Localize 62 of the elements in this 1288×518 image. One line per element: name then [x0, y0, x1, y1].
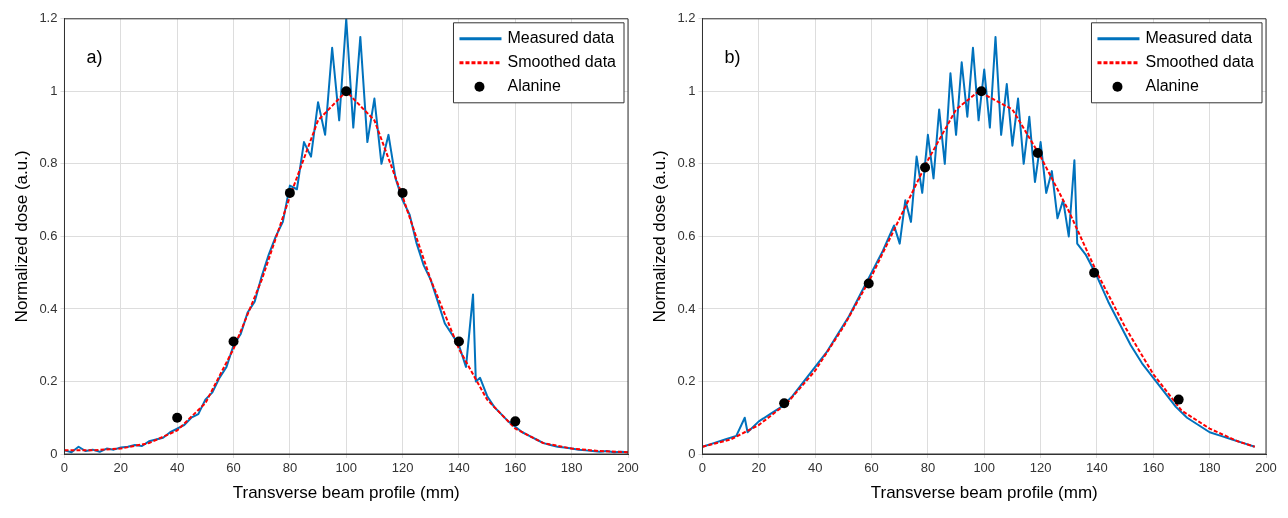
x-tick-label: 180 [1198, 460, 1221, 476]
point [1089, 267, 1100, 278]
x-tick-label: 160 [1142, 460, 1165, 476]
y-tick-label: 0 [688, 445, 696, 461]
legend-label: Smoothed data [507, 53, 617, 71]
x-tick-label: 0 [60, 460, 69, 476]
y-tick-label: 0.2 [39, 373, 58, 389]
annotation: b) [724, 46, 741, 67]
x-tick-label: 100 [973, 460, 996, 476]
x-tick-label: 140 [1086, 460, 1108, 476]
y-tick-label: 0.4 [39, 300, 58, 316]
y-tick-label: 0.8 [677, 155, 696, 171]
y-tick-label: 0.6 [677, 227, 696, 243]
y-tick-label: 0.4 [677, 300, 696, 316]
x-tick-label: 0 [698, 460, 707, 476]
x-tick-label: 200 [617, 460, 639, 476]
point [1032, 147, 1043, 158]
x-tick-label: 20 [751, 460, 767, 476]
x-tick-label: 160 [504, 460, 527, 476]
x-tick-label: 180 [560, 460, 583, 476]
x-tick-label: 120 [391, 460, 414, 476]
y-tick-label: 0.8 [39, 155, 58, 171]
y-axis-title: Normalized dose (a.u.) [11, 150, 31, 323]
y-tick-label: 1.2 [39, 10, 58, 26]
x-axis-title: Transverse beam profile (mm) [232, 483, 460, 503]
y-tick-label: 0 [50, 445, 58, 461]
x-tick-label: 80 [282, 460, 298, 476]
x-tick-label: 20 [113, 460, 129, 476]
legend-label: Alanine [1145, 77, 1199, 95]
x-tick-label: 100 [335, 460, 358, 476]
legend-label: Measured data [507, 29, 615, 47]
point [976, 86, 987, 97]
y-tick-label: 0.6 [39, 227, 58, 243]
point [341, 86, 352, 97]
legend-label: Measured data [1145, 29, 1253, 47]
x-tick-label: 60 [226, 460, 241, 476]
y-tick-label: 1 [50, 82, 58, 98]
point [1173, 394, 1184, 405]
point [284, 187, 295, 198]
x-tick-label: 40 [169, 460, 185, 476]
point [228, 336, 239, 347]
x-tick-label: 120 [1029, 460, 1052, 476]
point [397, 187, 408, 198]
y-tick-label: 1 [688, 82, 696, 98]
x-tick-label: 140 [448, 460, 470, 476]
point [510, 416, 521, 427]
legend-label: Smoothed data [1145, 53, 1255, 71]
point [172, 412, 183, 423]
x-tick-label: 80 [920, 460, 936, 476]
legend-label: Alanine [507, 77, 561, 95]
y-tick-label: 1.2 [677, 10, 696, 26]
x-tick-label: 40 [807, 460, 823, 476]
point [453, 336, 464, 347]
point [779, 398, 790, 409]
y-axis-title: Normalized dose (a.u.) [649, 150, 669, 323]
y-tick-label: 0.2 [677, 373, 696, 389]
x-axis-title: Transverse beam profile (mm) [870, 483, 1098, 503]
x-tick-label: 60 [864, 460, 879, 476]
point [863, 278, 874, 289]
annotation: a) [86, 46, 103, 67]
x-tick-label: 200 [1255, 460, 1277, 476]
point [920, 162, 931, 173]
